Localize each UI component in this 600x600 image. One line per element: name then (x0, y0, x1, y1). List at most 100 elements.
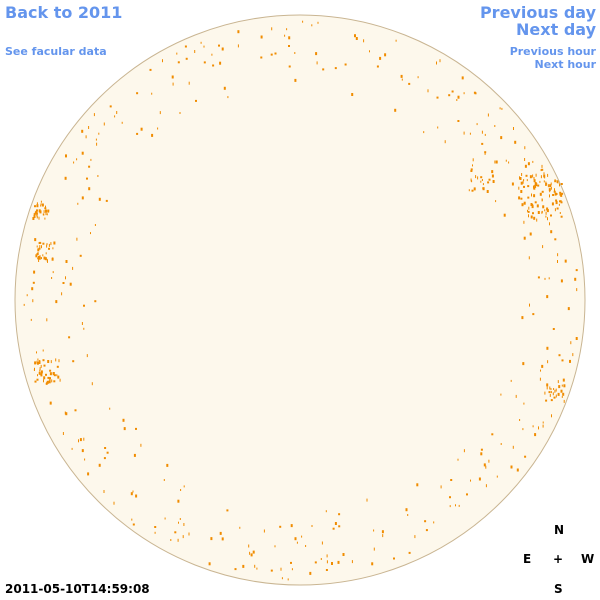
facula (36, 215, 38, 219)
facula (73, 161, 75, 164)
facula (42, 254, 44, 257)
facula (88, 165, 91, 168)
next-day-link[interactable]: Next day (516, 20, 596, 39)
facula (151, 133, 154, 137)
facula (81, 129, 84, 133)
facula (534, 184, 537, 188)
facula (557, 180, 559, 184)
facula (440, 485, 442, 489)
facula (524, 164, 527, 168)
facula (559, 212, 561, 214)
facula (49, 369, 52, 372)
facula (94, 300, 97, 303)
facula (294, 52, 296, 54)
facula (317, 21, 319, 24)
facula (472, 164, 473, 167)
facula (294, 78, 297, 82)
facula (78, 439, 79, 443)
facula (400, 74, 403, 78)
facula (545, 181, 547, 184)
facula (44, 207, 47, 210)
facula (470, 479, 471, 482)
facula (254, 564, 256, 568)
facula (470, 168, 473, 171)
facula (555, 394, 557, 398)
facula (97, 175, 99, 177)
facula (45, 373, 47, 376)
facula (123, 427, 126, 431)
facula (527, 209, 528, 212)
facula (288, 65, 291, 68)
facula (33, 270, 36, 274)
facular-link[interactable]: See facular data (5, 45, 107, 58)
facula (450, 479, 453, 481)
compass-south: S (554, 582, 563, 596)
facula (393, 557, 395, 560)
facula (37, 257, 40, 260)
facula (574, 277, 577, 281)
facula (227, 96, 229, 99)
next-hour-link[interactable]: Next hour (534, 58, 597, 71)
facula (274, 545, 276, 548)
facula (37, 358, 39, 361)
facula (311, 525, 313, 527)
facula (132, 523, 135, 526)
facula (536, 204, 539, 208)
facula (523, 236, 526, 240)
facula (81, 322, 83, 325)
facula (523, 220, 525, 224)
facula (543, 172, 545, 175)
facula (52, 257, 54, 260)
facula (36, 209, 38, 212)
facula (35, 211, 38, 215)
facula (85, 135, 87, 139)
facula (51, 379, 53, 383)
facula (541, 164, 543, 168)
facula (533, 216, 536, 220)
facula (39, 369, 41, 372)
back-link[interactable]: Back to 2011 (5, 3, 123, 22)
facula (449, 496, 451, 499)
facula (174, 531, 177, 534)
facula (561, 395, 563, 398)
facula (433, 521, 435, 524)
facula (188, 532, 190, 536)
facula (541, 168, 544, 171)
facula (469, 132, 471, 135)
facula (195, 99, 197, 102)
previous-hour-link[interactable]: Previous hour (509, 45, 596, 58)
compass-west: W (581, 552, 595, 566)
facula (492, 180, 495, 183)
facula (405, 508, 408, 512)
facula (46, 318, 48, 322)
facula (457, 120, 460, 122)
facula (177, 61, 180, 64)
facula (316, 61, 318, 65)
facula (200, 41, 202, 44)
facula (325, 510, 327, 513)
facula (471, 189, 474, 192)
facula (132, 490, 134, 493)
facula (33, 214, 36, 218)
facula (554, 188, 555, 192)
facula (116, 111, 118, 114)
facula (49, 401, 52, 405)
facula (567, 307, 570, 311)
facula (408, 82, 411, 85)
facula (523, 179, 525, 182)
facula (529, 175, 532, 179)
facula (395, 39, 397, 42)
facula (560, 389, 563, 393)
facula (457, 95, 460, 99)
facula (457, 458, 459, 461)
facula (537, 184, 540, 187)
facula (523, 402, 525, 405)
facula (219, 61, 222, 65)
facula (427, 89, 429, 93)
previous-day-link[interactable]: Previous day (479, 3, 596, 22)
facula (505, 159, 507, 162)
facula (518, 186, 520, 190)
facula (554, 208, 556, 212)
facula (533, 185, 534, 189)
facula (533, 179, 536, 183)
